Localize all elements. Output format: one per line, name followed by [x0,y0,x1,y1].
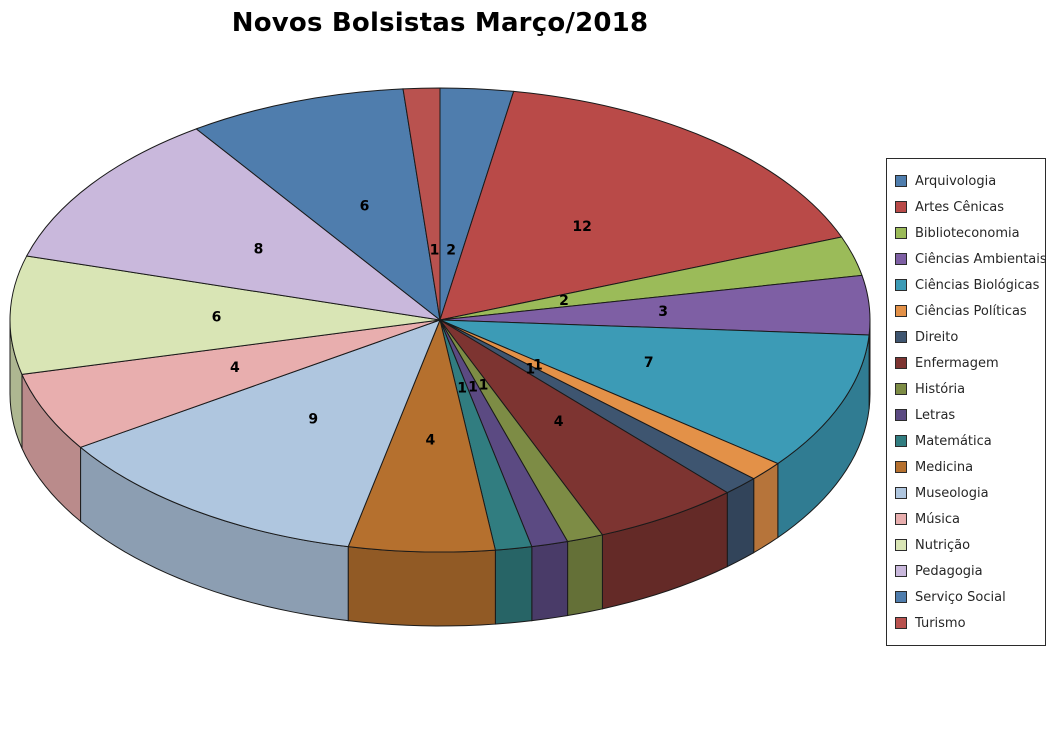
pie-slice[interactable] [347,318,496,553]
legend-item-label: Música [915,511,960,527]
legend-color-swatch [895,357,907,369]
pie-slice-value-label: 1 [533,357,543,373]
pie-slice-value-label: 7 [644,355,654,371]
legend-color-swatch [895,461,907,473]
legend-color-swatch [895,435,907,447]
pie-slice-side-wall [531,540,569,622]
legend-item-label: História [915,381,966,397]
legend-item[interactable]: Enfermagem [895,350,1039,376]
pie-slice-value-label: 1 [457,381,467,397]
legend-item[interactable]: Arquivologia [895,168,1039,194]
legend-color-swatch [895,409,907,421]
legend-item-label: Ciências Políticas [915,303,1027,319]
pie-slice-value-label: 6 [360,198,370,214]
legend-item[interactable]: Música [895,506,1039,532]
pie-3d-side-walls [9,319,871,627]
pie-slice-side-wall [347,546,496,627]
pie-slice[interactable] [402,87,441,321]
legend-color-swatch [895,331,907,343]
pie-slice-side-wall [726,477,755,568]
legend-item[interactable]: Medicina [895,454,1039,480]
legend-item[interactable]: Biblioteconomia [895,220,1039,246]
legend-item-label: Ciências Ambientais [915,251,1047,267]
legend-item[interactable]: Letras [895,402,1039,428]
pie-slice-value-label: 1 [468,379,478,395]
legend-item[interactable]: Ciências Biológicas [895,272,1039,298]
legend-item-label: Nutrição [915,537,971,553]
legend-item-label: Pedagogia [915,563,983,579]
legend-color-swatch [895,175,907,187]
legend-item-label: Turismo [915,615,966,631]
legend-item-label: Serviço Social [915,589,1006,605]
pie-slice-value-label: 9 [308,411,318,427]
legend-color-swatch [895,201,907,213]
legend-color-swatch [895,539,907,551]
pie-slice-value-label: 3 [658,304,668,320]
pie-slice-value-label: 4 [230,360,240,376]
legend-item-label: Arquivologia [915,173,997,189]
page-title: Novos Bolsistas Março/2018 [231,8,649,38]
pie-slice-value-label: 1 [479,378,489,394]
pie-slice-value-label: 2 [559,293,569,309]
legend-item-label: Matemática [915,433,992,449]
legend-item-label: Biblioteconomia [915,225,1020,241]
legend-color-swatch [895,227,907,239]
pie-slice[interactable] [25,128,442,321]
legend-item[interactable]: Nutrição [895,532,1039,558]
legend-item-label: Museologia [915,485,989,501]
pie-slice-value-label: 6 [212,309,222,325]
legend-item-label: Artes Cênicas [915,199,1005,215]
legend-item[interactable]: Ciências Ambientais [895,246,1047,272]
legend-color-swatch [895,383,907,395]
pie-slice-side-wall [567,534,603,617]
legend-color-swatch [895,591,907,603]
legend-item-label: Medicina [915,459,974,475]
legend-item[interactable]: Museologia [895,480,1039,506]
legend-item[interactable]: Direito [895,324,1039,350]
legend-color-swatch [895,617,907,629]
legend-item[interactable]: Artes Cênicas [895,194,1039,220]
legend-color-swatch [895,513,907,525]
legend-color-swatch [895,279,907,291]
pie-slice[interactable] [9,255,441,375]
pie-slice-value-label: 12 [572,219,591,235]
pie-slice[interactable] [195,88,441,322]
pie-slice-value-label: 4 [554,414,564,430]
legend: Arquivologia Artes Cênicas Biblioteconomia… [886,158,1047,646]
pie-chart-plot-area: 2 12 2 3 7 1 1 4 1 1 1 4 9 4 6 8 6 1 [0,48,880,740]
legend-item-label: Letras [915,407,956,423]
pie-slice[interactable] [439,319,729,536]
legend-item-label: Direito [915,329,959,345]
legend-item[interactable]: Matemática [895,428,1039,454]
legend-item[interactable]: Serviço Social [895,584,1039,610]
pie-slice-value-label: 8 [254,242,264,258]
pie-slice[interactable] [439,319,870,465]
legend-item-label: Ciências Biológicas [915,277,1040,293]
pie-slice[interactable] [21,319,441,448]
legend-color-swatch [895,253,907,265]
pie-slice-value-label: 4 [426,433,436,449]
pie-slice-value-label: 2 [446,243,456,259]
pie-slice[interactable] [79,319,441,548]
pie-slice-value-label: 1 [430,242,440,258]
legend-item[interactable]: Ciências Políticas [895,298,1039,324]
legend-item[interactable]: Pedagogia [895,558,1039,584]
legend-item[interactable]: Turismo [895,610,1039,636]
legend-color-swatch [895,305,907,317]
legend-item-label: Enfermagem [915,355,999,371]
pie-slice-side-wall [494,546,533,625]
legend-color-swatch [895,487,907,499]
pie-slice[interactable] [439,90,843,321]
pie-slices [9,87,871,553]
legend-color-swatch [895,565,907,577]
pie-slice-value-label: 1 [525,362,535,378]
legend-item[interactable]: História [895,376,1039,402]
